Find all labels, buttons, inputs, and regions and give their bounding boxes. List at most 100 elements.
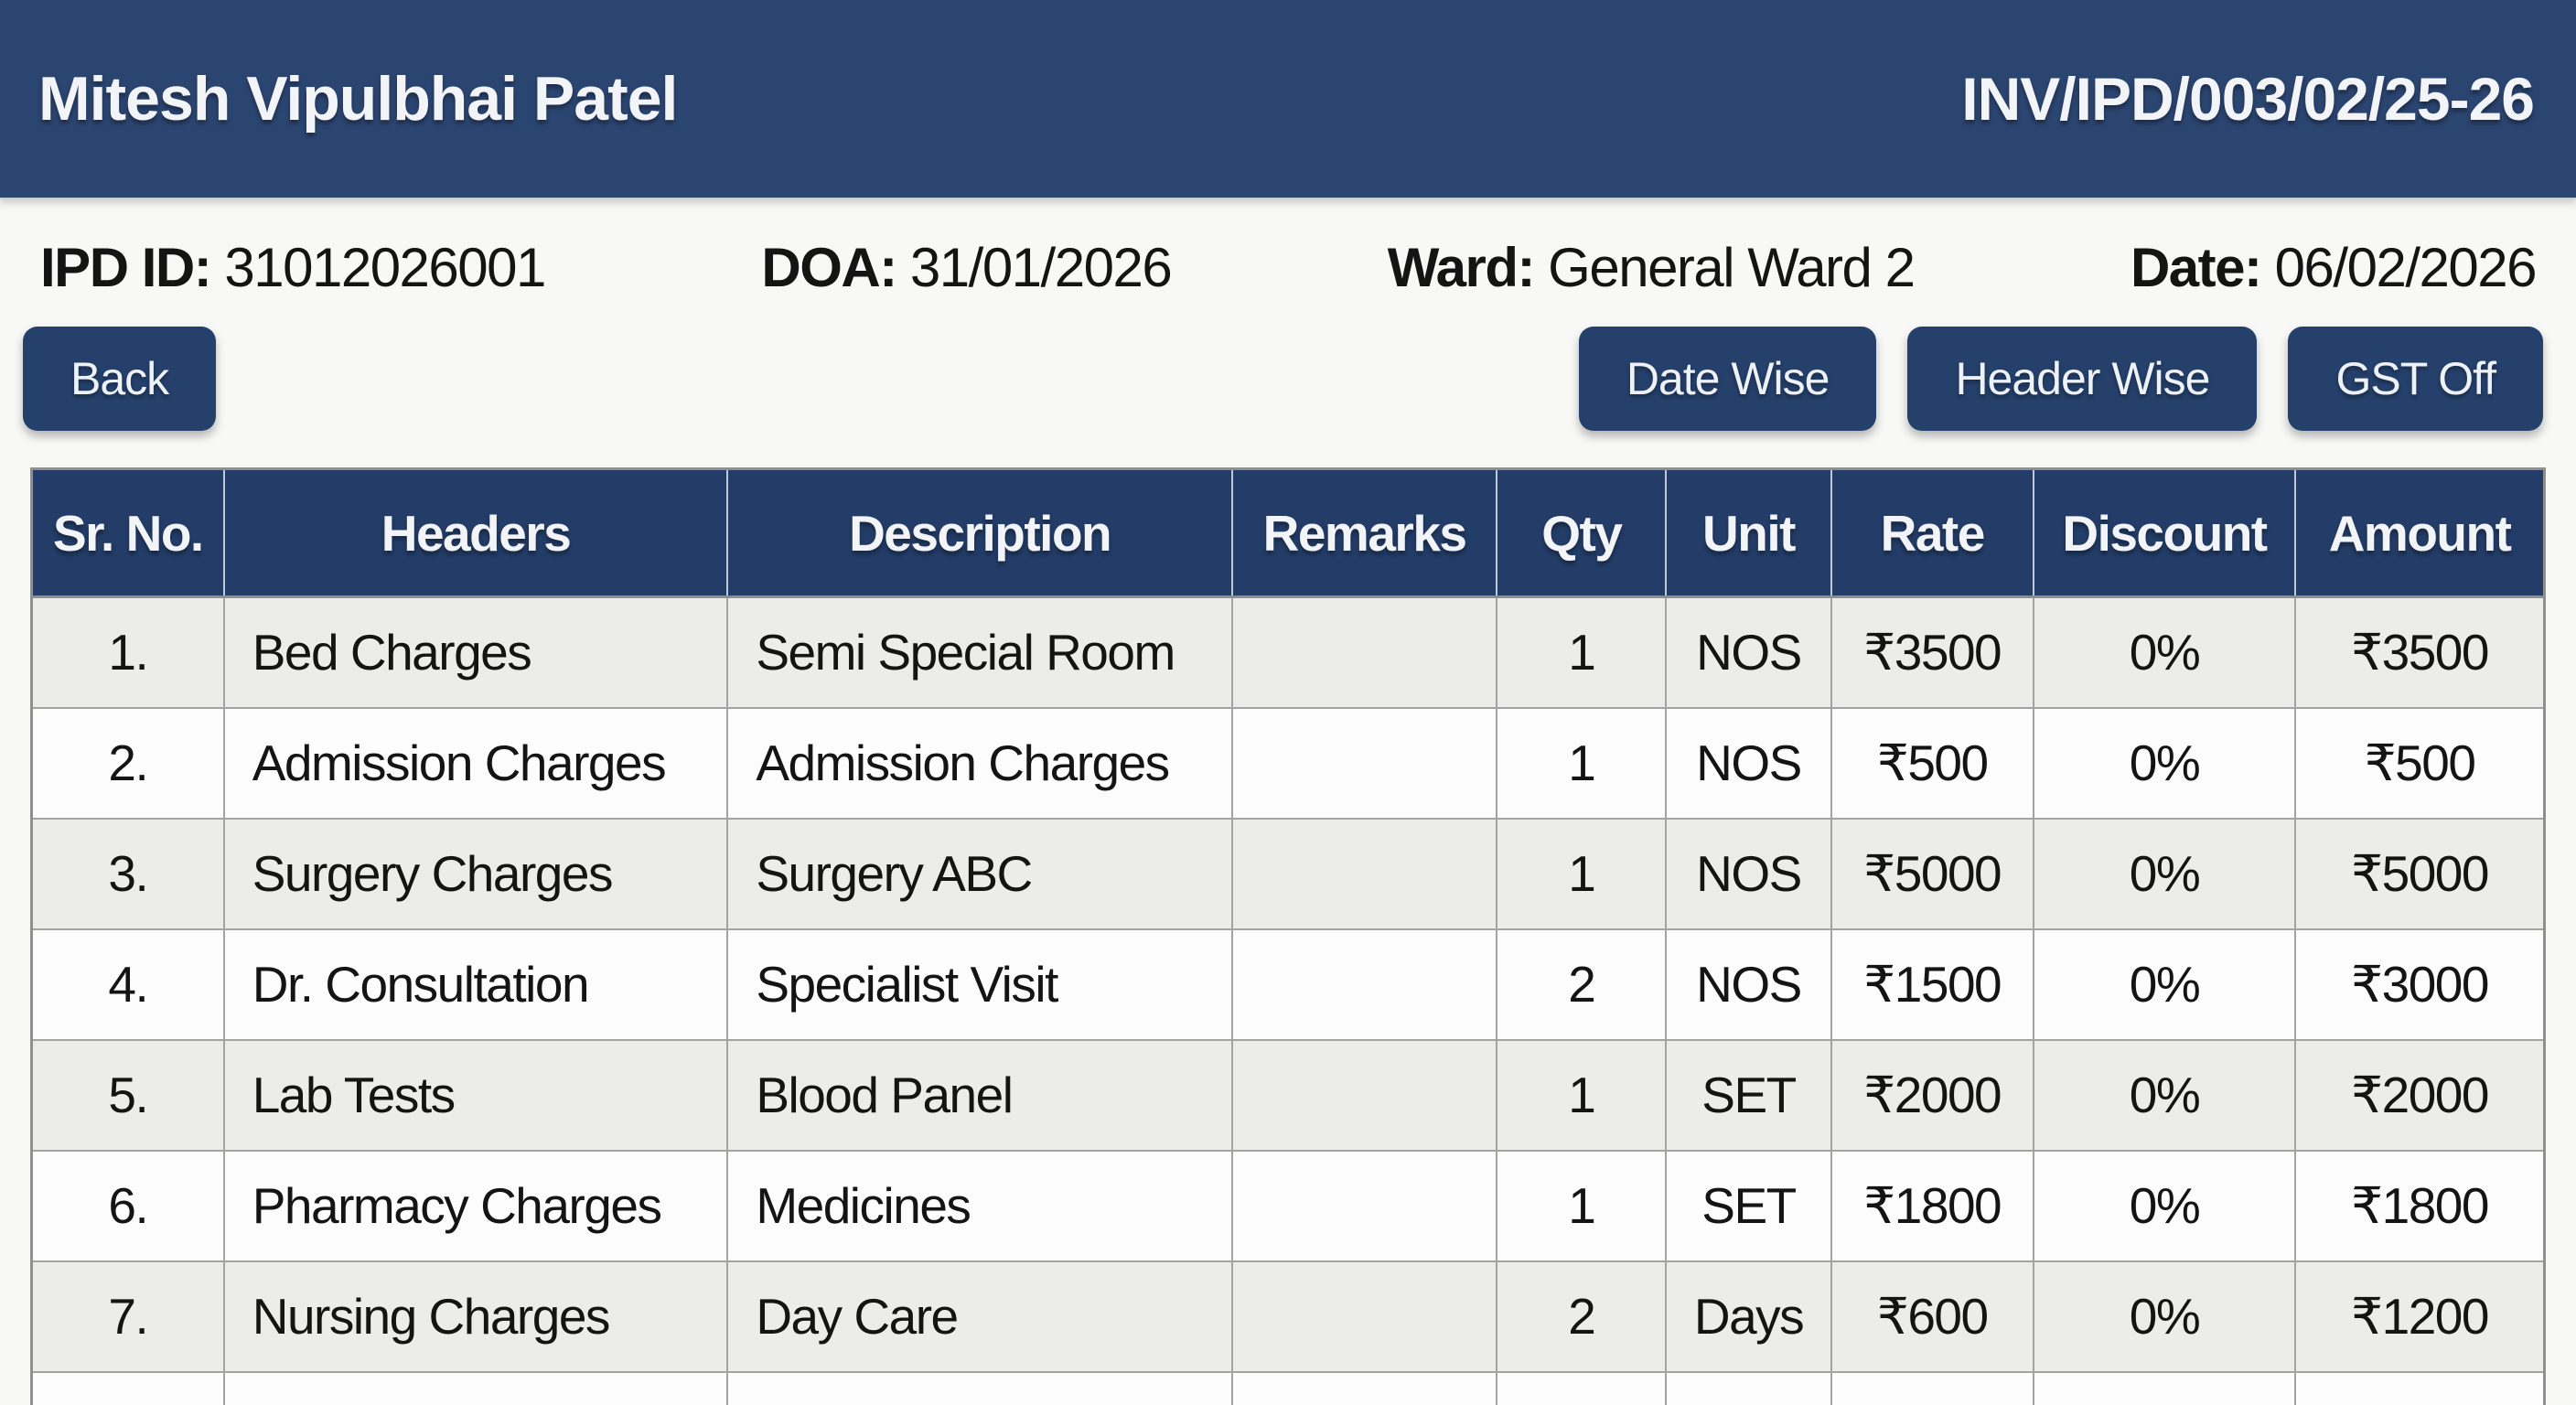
cell-header: Nursing Charges [222,1260,729,1373]
ipd-id-label: IPD ID: [40,237,212,298]
cell-qty: 2 [1496,928,1668,1041]
cell-unit: SET [1665,1038,1832,1152]
column-header-description: Description [726,467,1233,598]
table-row: 3. Surgery Charges Surgery ABC 1 NOS ₹50… [30,817,2546,930]
table-row-partial [30,1370,2546,1405]
cell-discount: 0% [2032,595,2297,709]
table-row: 1. Bed Charges Semi Special Room 1 NOS ₹… [30,595,2546,709]
column-header-headers: Headers [222,467,729,598]
cell-description: Blood Panel [726,1038,1233,1152]
column-header-sr-no: Sr. No. [30,467,225,598]
cell-qty: 1 [1496,1038,1668,1152]
cell-rate: ₹2000 [1830,1038,2034,1152]
cell-amount: ₹1800 [2294,1149,2546,1262]
ward-label: Ward: [1387,237,1536,298]
column-header-rate: Rate [1830,467,2034,598]
titlebar: Mitesh Vipulbhai Patel INV/IPD/003/02/25… [0,0,2576,199]
cell-qty: 1 [1496,595,1668,709]
cell-description: Admission Charges [726,706,1233,820]
column-header-unit: Unit [1665,467,1832,598]
cell-header: Pharmacy Charges [222,1149,729,1262]
cell-amount: ₹500 [2294,706,2546,820]
cell-remarks [1230,1260,1498,1373]
doa-label: DOA: [761,237,897,298]
cell-rate: ₹1500 [1830,928,2034,1041]
column-header-remarks: Remarks [1230,467,1498,598]
column-header-qty: Qty [1496,467,1668,598]
cell-rate: ₹3500 [1830,595,2034,709]
cell-amount: ₹5000 [2294,817,2546,930]
cell-unit: NOS [1665,928,1832,1041]
cell-description: Specialist Visit [726,928,1233,1041]
date-label: Date: [2130,237,2262,298]
cell-amount: ₹2000 [2294,1038,2546,1152]
cell-amount: ₹3000 [2294,928,2546,1041]
column-header-discount: Discount [2032,467,2297,598]
table-header-row: Sr. No. Headers Description Remarks Qty … [30,467,2546,598]
toolbar: Back Date Wise Header Wise GST Off [0,327,2576,431]
cell-amount: ₹1200 [2294,1260,2546,1373]
cell-remarks [1230,706,1498,820]
cell-discount: 0% [2032,817,2297,930]
date-field: Date: 06/02/2026 [2130,236,2538,299]
cell-qty: 1 [1496,817,1668,930]
cell-header: Surgery Charges [222,817,729,930]
date-wise-button[interactable]: Date Wise [1578,327,1877,431]
table-row: 2. Admission Charges Admission Charges 1… [30,706,2546,820]
cell-discount: 0% [2032,928,2297,1041]
cell-description: Surgery ABC [726,817,1233,930]
cell-discount: 0% [2032,1149,2297,1262]
cell-header: Lab Tests [222,1038,729,1152]
cell-unit: SET [1665,1149,1832,1262]
ward-field: Ward: General Ward 2 [1387,236,1916,299]
cell-discount: 0% [2032,706,2297,820]
cell-remarks [1230,928,1498,1041]
cell-header: Bed Charges [222,595,729,709]
cell-sr-no: 1. [30,595,225,709]
cell-unit: NOS [1665,595,1832,709]
table-row: 6. Pharmacy Charges Medicines 1 SET ₹180… [30,1149,2546,1262]
back-button[interactable]: Back [23,327,217,431]
cell-remarks [1230,1149,1498,1262]
table-row: 7. Nursing Charges Day Care 2 Days ₹600 … [30,1260,2546,1373]
cell-sr-no: 5. [30,1038,225,1152]
cell-sr-no: 3. [30,817,225,930]
cell-rate: ₹1800 [1830,1149,2034,1262]
gst-off-button[interactable]: GST Off [2288,327,2543,431]
cell-sr-no: 4. [30,928,225,1041]
table-row: 5. Lab Tests Blood Panel 1 SET ₹2000 0% … [30,1038,2546,1152]
cell-rate: ₹500 [1830,706,2034,820]
table-row: 4. Dr. Consultation Specialist Visit 2 N… [30,928,2546,1041]
cell-rate: ₹600 [1830,1260,2034,1373]
patient-name: Mitesh Vipulbhai Patel [38,64,678,134]
cell-unit: Days [1665,1260,1832,1373]
cell-remarks [1230,817,1498,930]
cell-sr-no: 7. [30,1260,225,1373]
column-header-amount: Amount [2294,467,2546,598]
doa-field: DOA: 31/01/2026 [761,236,1173,299]
cell-description: Semi Special Room [726,595,1233,709]
toolbar-right-group: Date Wise Header Wise GST Off [1578,327,2543,431]
invoice-number: INV/IPD/003/02/25-26 [1961,65,2535,133]
cell-header: Dr. Consultation [222,928,729,1041]
cell-description: Day Care [726,1260,1233,1373]
cell-discount: 0% [2032,1260,2297,1373]
cell-header: Admission Charges [222,706,729,820]
cell-sr-no: 2. [30,706,225,820]
cell-unit: NOS [1665,706,1832,820]
cell-remarks [1230,1038,1498,1152]
patient-info-row: IPD ID: 31012026001 DOA: 31/01/2026 Ward… [0,236,2576,299]
cell-qty: 1 [1496,706,1668,820]
cell-remarks [1230,595,1498,709]
header-wise-button[interactable]: Header Wise [1907,327,2258,431]
charges-table-container: Sr. No. Headers Description Remarks Qty … [30,467,2546,1405]
cell-unit: NOS [1665,817,1832,930]
charges-table: Sr. No. Headers Description Remarks Qty … [30,467,2546,1405]
cell-qty: 2 [1496,1260,1668,1373]
ipd-id-field: IPD ID: 31012026001 [40,236,546,299]
cell-rate: ₹5000 [1830,817,2034,930]
doa-value: 31/01/2026 [909,237,1173,298]
date-value: 06/02/2026 [2274,237,2538,298]
cell-discount: 0% [2032,1038,2297,1152]
ward-value: General Ward 2 [1548,237,1916,298]
